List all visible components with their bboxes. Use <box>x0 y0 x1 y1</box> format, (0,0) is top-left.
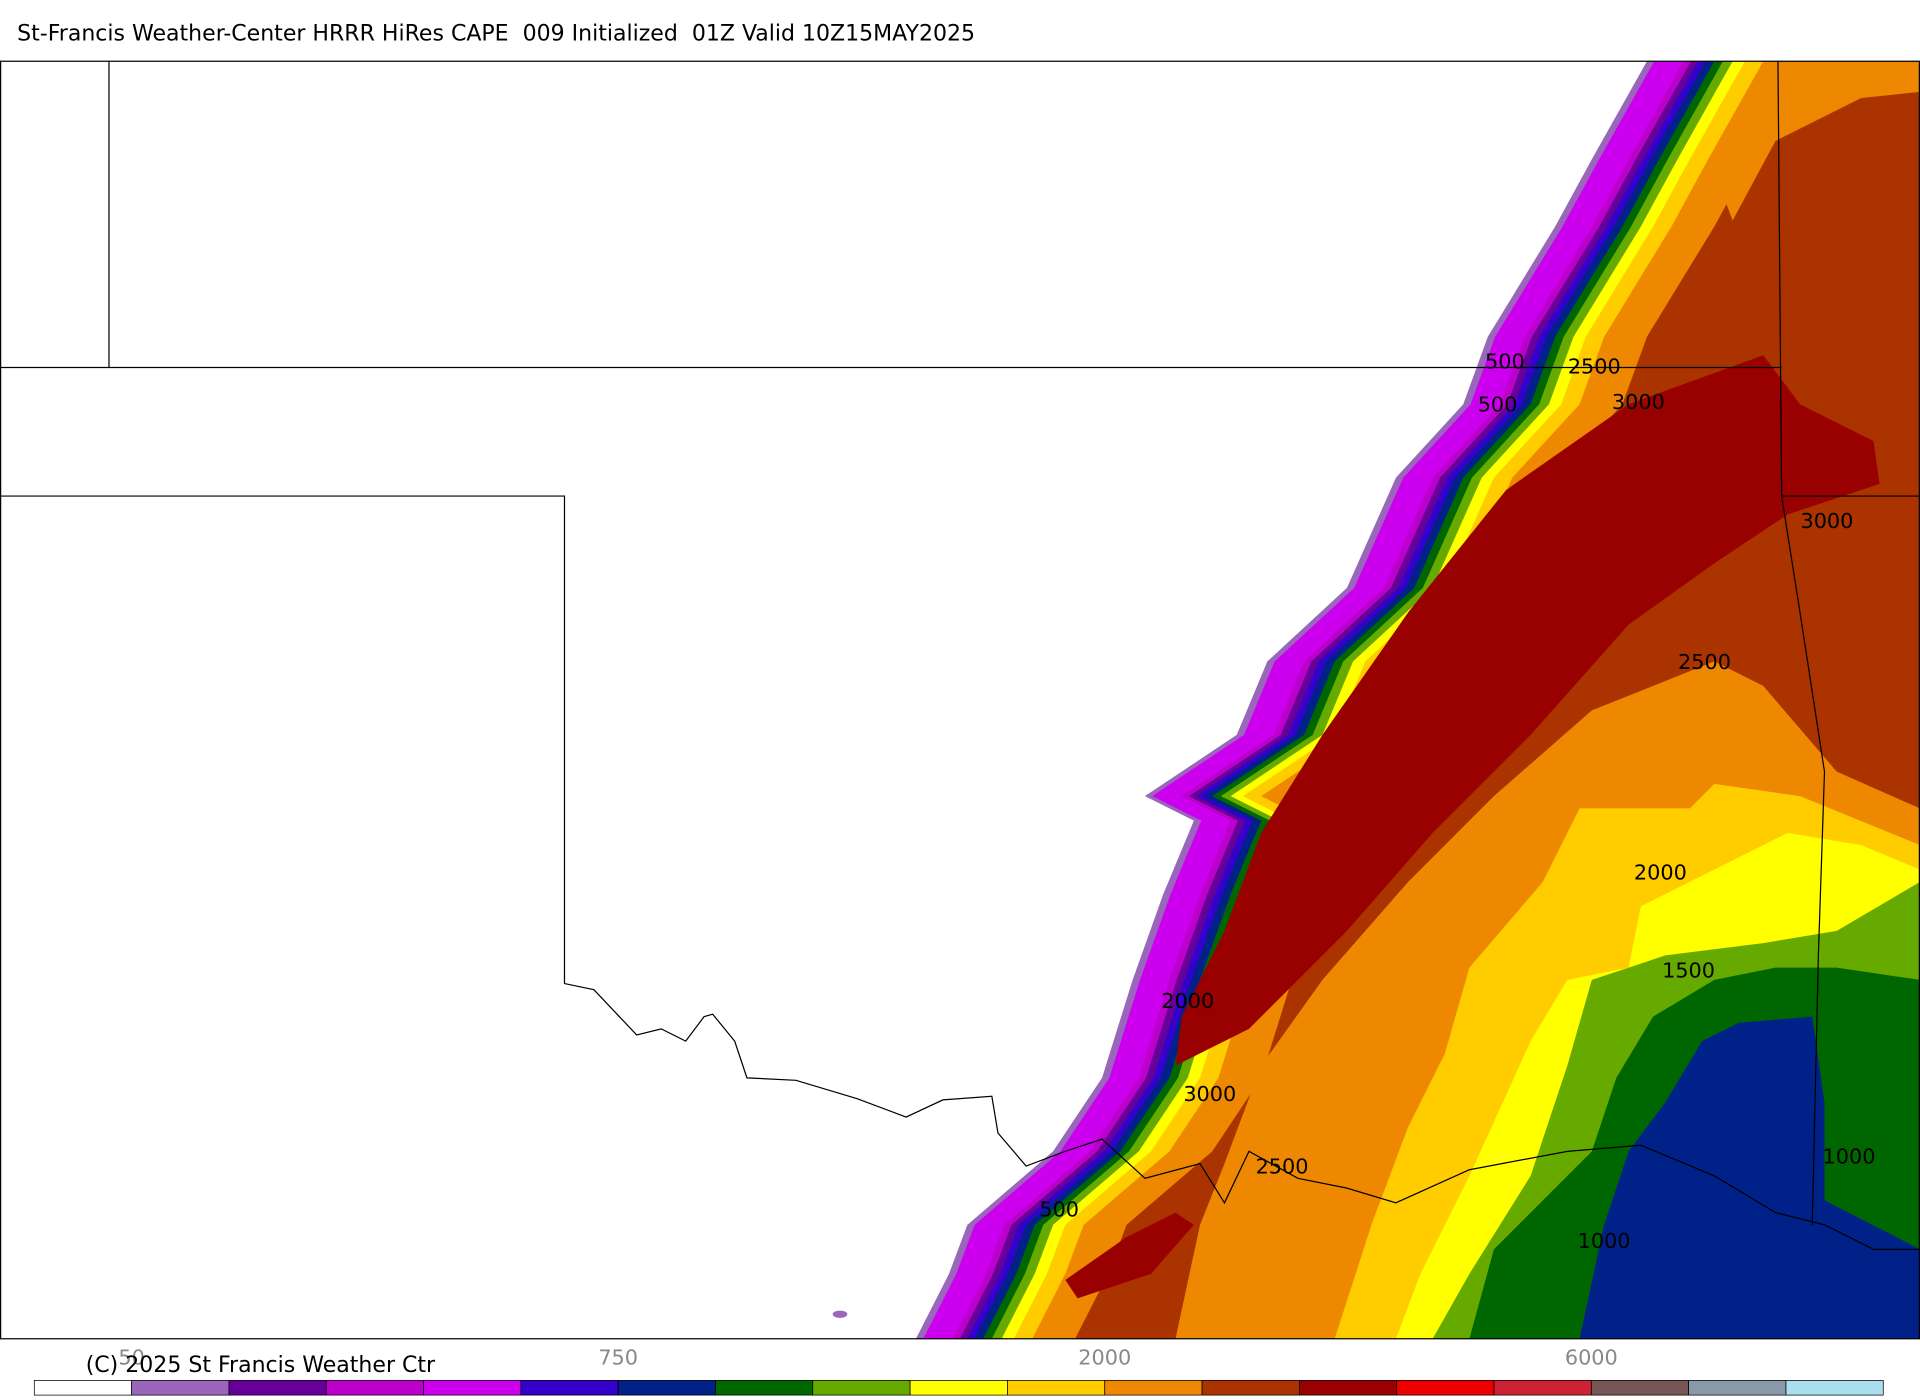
cape-speck <box>832 1310 848 1318</box>
state-border <box>1781 495 1826 1225</box>
colorbar-swatch <box>423 1380 522 1396</box>
colorbar-swatch <box>715 1380 814 1396</box>
state-border <box>0 495 1920 1250</box>
contour-label: 500 <box>1485 350 1525 374</box>
colorbar-swatch <box>131 1380 230 1396</box>
colorbar-swatch <box>1299 1380 1398 1396</box>
colorbar-swatch <box>812 1380 911 1396</box>
map-frame <box>0 60 1920 1340</box>
colorbar-swatch <box>617 1380 716 1396</box>
cape-band <box>1065 1212 1194 1299</box>
colorbar-swatch <box>909 1380 1008 1396</box>
colorbar-swatch <box>1201 1380 1300 1396</box>
colorbar-swatch <box>1007 1380 1106 1396</box>
contour-label: 1000 <box>1823 1145 1876 1169</box>
copyright: (C) 2025 St Francis Weather Ctr <box>86 1353 436 1378</box>
contour-label: 3000 <box>1183 1082 1236 1106</box>
borders <box>0 61 1920 1250</box>
colorbar-swatch <box>520 1380 619 1396</box>
colorbar-label: 750 <box>598 1345 638 1369</box>
contour-label: 2500 <box>1678 650 1731 674</box>
colorbar-swatch <box>228 1380 327 1396</box>
contour-label: 500 <box>1039 1197 1079 1221</box>
contour-labels: 500 2500 500 3000 3000 2500 2000 1500 2000 3000 25… <box>1039 350 1875 1253</box>
contour-label: 500 <box>1478 393 1518 417</box>
contour-label: 2500 <box>1568 355 1621 379</box>
colorbar-label: 50 <box>118 1345 144 1369</box>
colorbar-swatch <box>1590 1380 1690 1396</box>
map-title: St-Francis Weather-Center HRRR HiRes CAP… <box>17 21 975 46</box>
cape-band <box>1714 61 1920 221</box>
contour-label: 2000 <box>1161 989 1214 1013</box>
contour-label: 1500 <box>1662 958 1715 982</box>
colorbar-swatch <box>1104 1380 1203 1396</box>
colorbar-label: 2000 <box>1078 1345 1131 1369</box>
colorbar: 50 750 2000 6000 <box>33 1345 1884 1396</box>
colorbar-swatch <box>1396 1380 1495 1396</box>
colorbar-swatch <box>1785 1380 1884 1396</box>
contour-label: 2500 <box>1256 1154 1309 1178</box>
colorbar-swatch <box>325 1380 424 1396</box>
contour-label: 3000 <box>1800 509 1853 533</box>
contour-label: 2000 <box>1634 860 1687 884</box>
cape-band <box>1579 1016 1920 1339</box>
colorbar-swatch <box>1493 1380 1592 1396</box>
contour-label: 1000 <box>1578 1229 1631 1253</box>
cape-bands <box>832 61 1920 1339</box>
colorbar-label: 6000 <box>1565 1345 1618 1369</box>
contour-label: 3000 <box>1612 390 1665 414</box>
cape-band <box>1175 355 1880 1066</box>
colorbar-swatch <box>33 1380 132 1396</box>
colorbar-swatch <box>1688 1380 1787 1396</box>
